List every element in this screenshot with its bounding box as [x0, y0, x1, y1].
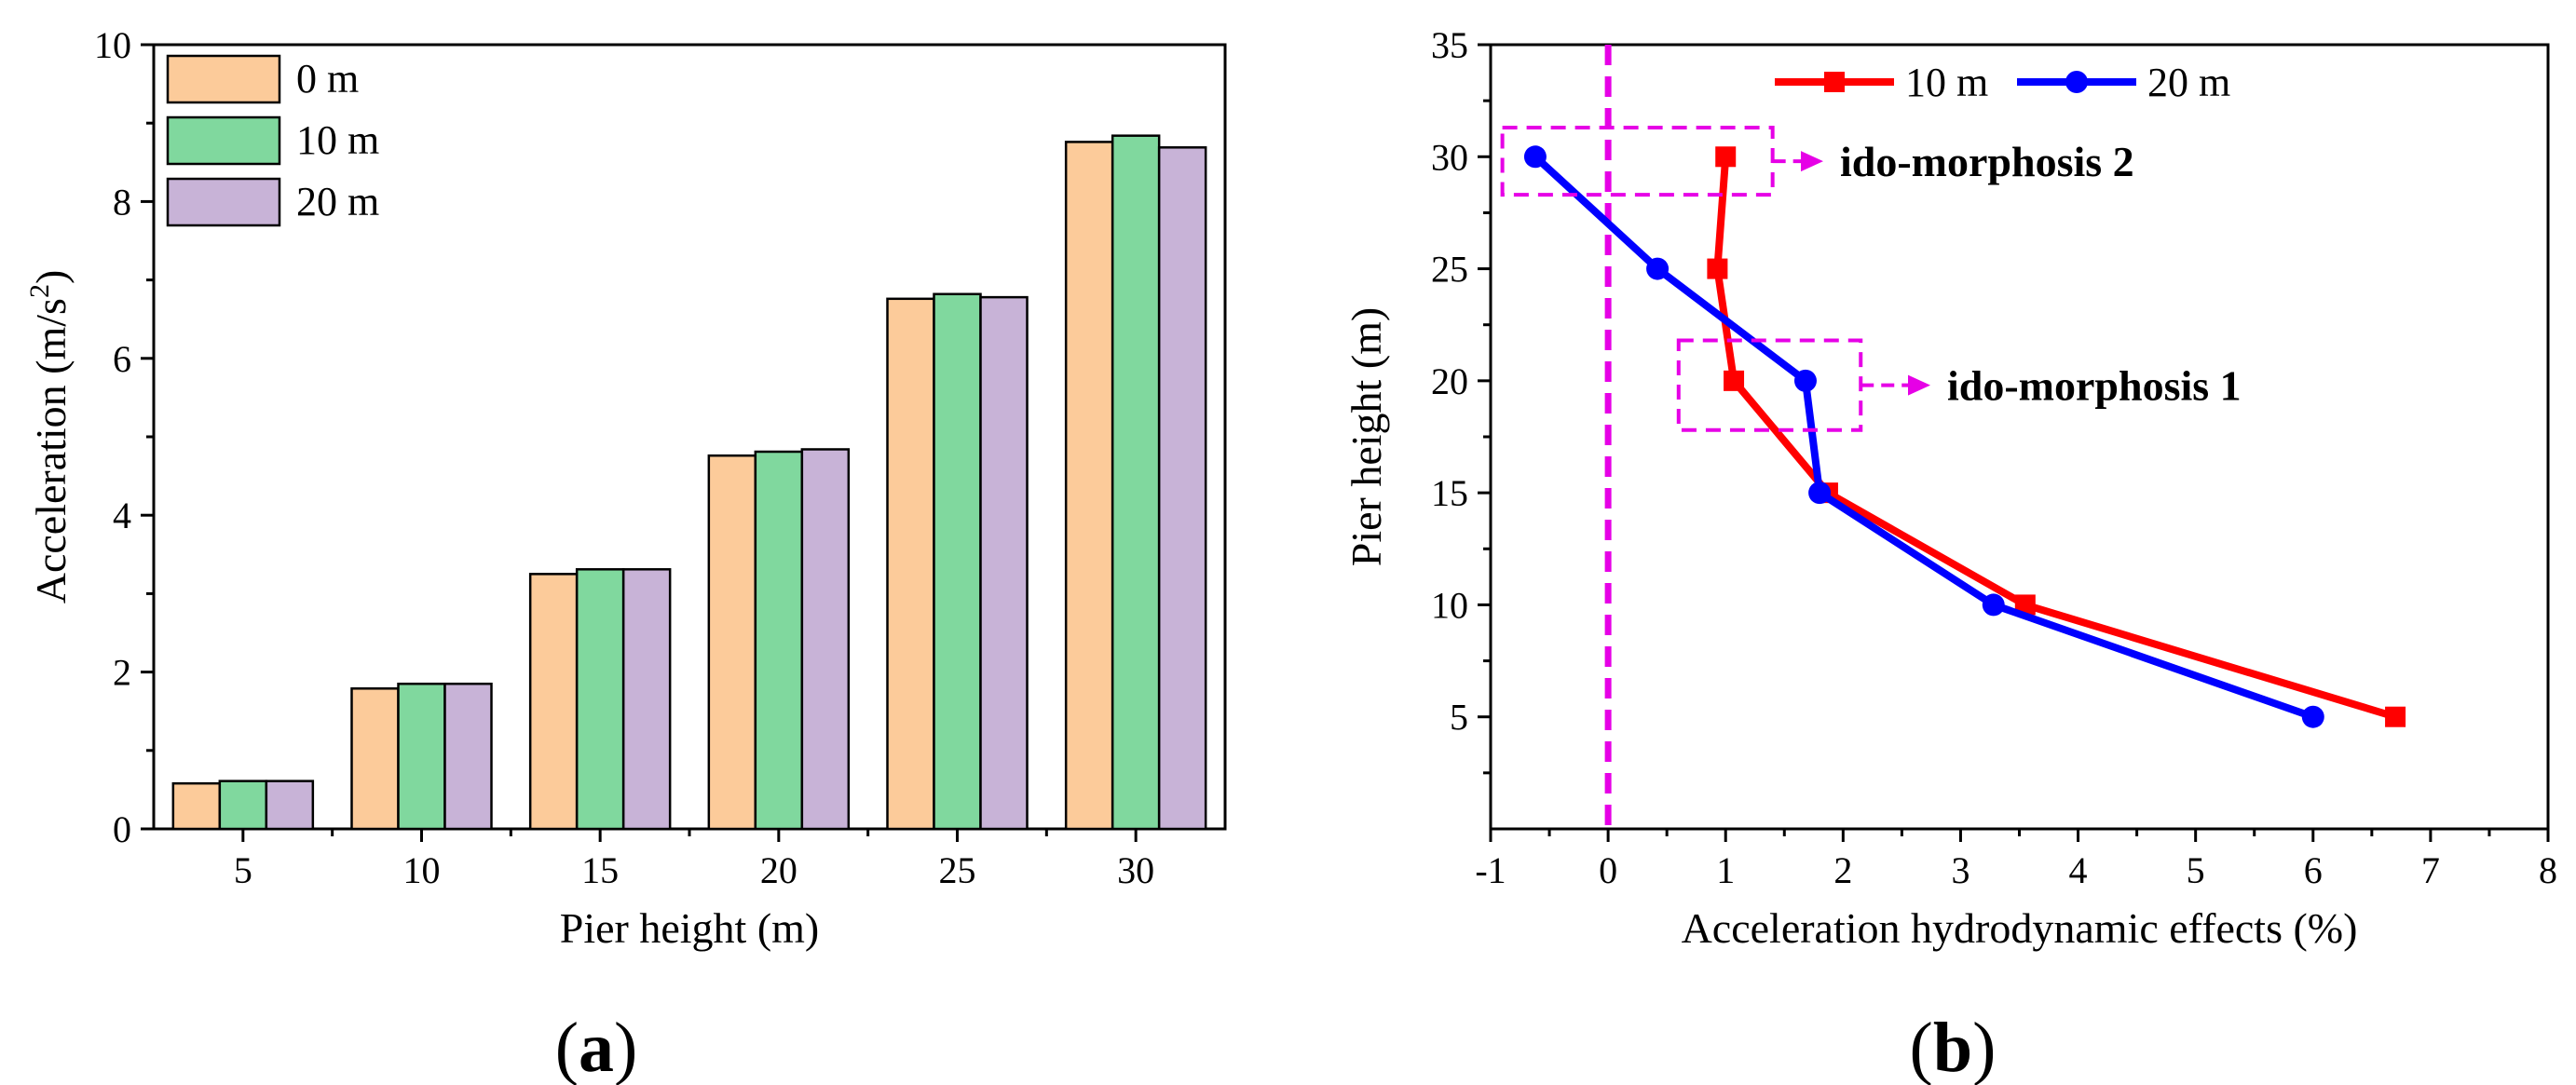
- x-tick-label: -1: [1475, 849, 1506, 891]
- x-tick-label: 4: [2069, 849, 2088, 891]
- legend-marker-0: [1824, 72, 1845, 92]
- x-tick-label: 3: [1951, 849, 1969, 891]
- bar-0m-30: [1064, 141, 1114, 831]
- bar-20m-15: [621, 568, 672, 831]
- annotation-label: ido-morphosis 2: [1840, 138, 2134, 185]
- y-tick-label: 10: [94, 24, 131, 66]
- panel-label-b: (b): [1910, 1009, 1997, 1085]
- panel-paren-open: (: [1910, 1009, 1933, 1085]
- annotation-label: ido-morphosis 1: [1947, 362, 2242, 410]
- panel-b-line-chart: -1 0 1 2 3 4 5 6 7 8 5 10 15 20 25 30 35 10 m 20 m ido-morp…: [1343, 24, 2557, 1085]
- data-point-20m: [2301, 705, 2324, 728]
- x-tick-label: 1: [1716, 849, 1735, 891]
- bar-0m-25: [886, 297, 935, 831]
- y-tick-label: 4: [113, 495, 131, 536]
- bar-20m-25: [979, 295, 1029, 831]
- legend-swatch-1: [166, 115, 281, 166]
- annotation-arrow-head: [1801, 151, 1823, 172]
- data-point-10m: [1715, 146, 1737, 168]
- bar-10m-5: [218, 780, 268, 831]
- panel-a-bar-chart: 0 2 4 6 8 10 5 10 15 20 25 30 0 m 10 m 20 m Pier height…: [24, 24, 1227, 1085]
- bar-10m-10: [397, 682, 446, 831]
- data-point-20m: [1982, 593, 2005, 617]
- x-tick-label: 7: [2421, 849, 2440, 891]
- y-tick-label: 30: [1431, 136, 1468, 178]
- bar-0m-15: [528, 573, 579, 831]
- x-tick-label: 6: [2304, 849, 2323, 891]
- data-point-20m: [1808, 481, 1832, 505]
- panel-paren-open: (: [555, 1009, 579, 1085]
- x-tick-label: 30: [1117, 849, 1154, 891]
- legend-label: 0 m: [296, 56, 359, 102]
- x-tick-label: 0: [1599, 849, 1617, 891]
- annotation-arrow-head: [1908, 374, 1930, 396]
- bar-0m-20: [707, 454, 757, 831]
- legend-label: 20 m: [2147, 60, 2230, 105]
- y-axis-label-superscript: 2: [24, 284, 55, 298]
- y-axis-label: Acceleration (m/s2): [24, 270, 75, 604]
- x-axis-label: Pier height (m): [560, 904, 820, 952]
- panel-letter: a: [579, 1009, 614, 1085]
- data-point-10m: [2014, 594, 2036, 616]
- x-tick-label: 2: [1833, 849, 1852, 891]
- bar-10m-30: [1111, 134, 1161, 831]
- x-tick-label: 15: [581, 849, 619, 891]
- y-tick-label: 6: [113, 338, 131, 380]
- y-tick-label: 10: [1431, 584, 1468, 626]
- y-tick-label: 35: [1431, 24, 1468, 66]
- bar-10m-15: [575, 568, 625, 831]
- data-point-20m: [1523, 145, 1547, 169]
- panel-letter: b: [1933, 1009, 1972, 1085]
- legend-label: 10 m: [296, 117, 379, 163]
- y-tick-label: 2: [113, 652, 131, 694]
- series-line-10m: [1713, 156, 2397, 721]
- bar-20m-30: [1157, 146, 1207, 831]
- x-tick-label: 8: [2539, 849, 2557, 891]
- x-tick-label: 10: [403, 849, 441, 891]
- y-axis-label-suffix: ): [27, 270, 75, 284]
- x-axis-label: Acceleration hydrodynamic effects (%): [1682, 904, 2358, 952]
- y-tick-label: 15: [1431, 472, 1468, 514]
- x-tick-label: 20: [760, 849, 797, 891]
- x-tick-label: 25: [939, 849, 976, 891]
- y-tick-label: 8: [113, 181, 131, 223]
- data-point-10m: [2385, 706, 2406, 727]
- bar-10m-20: [754, 450, 804, 831]
- y-axis-label-prefix: Acceleration (m/s: [27, 298, 75, 604]
- bar-20m-20: [800, 448, 851, 831]
- bar-0m-5: [171, 781, 222, 831]
- data-point-20m: [1646, 257, 1670, 280]
- data-point-10m: [1707, 258, 1728, 279]
- y-tick-label: 0: [113, 808, 131, 850]
- panel-paren-close: ): [614, 1009, 637, 1085]
- legend-marker-1: [2065, 71, 2088, 93]
- panel-paren-close: ): [1972, 1009, 1996, 1085]
- x-tick-label: 5: [234, 849, 252, 891]
- bar-0m-10: [350, 687, 400, 831]
- data-point-10m: [1724, 370, 1745, 391]
- legend-label: 10 m: [1905, 60, 1988, 105]
- legend-swatch-2: [166, 177, 281, 227]
- series-line-20m: [1533, 154, 2315, 721]
- legend-label: 20 m: [296, 179, 379, 224]
- y-tick-label: 25: [1431, 249, 1468, 291]
- y-axis-label: Pier height (m): [1343, 307, 1390, 567]
- y-tick-label: 5: [1450, 697, 1468, 739]
- data-point-20m: [1793, 369, 1817, 392]
- x-tick-label: 5: [2187, 849, 2205, 891]
- panel-label-a: (a): [555, 1009, 638, 1085]
- bar-20m-5: [265, 780, 315, 831]
- legend-swatch-0: [166, 54, 281, 104]
- bar-20m-10: [443, 682, 493, 831]
- y-tick-label: 20: [1431, 360, 1468, 402]
- bar-10m-25: [933, 292, 982, 831]
